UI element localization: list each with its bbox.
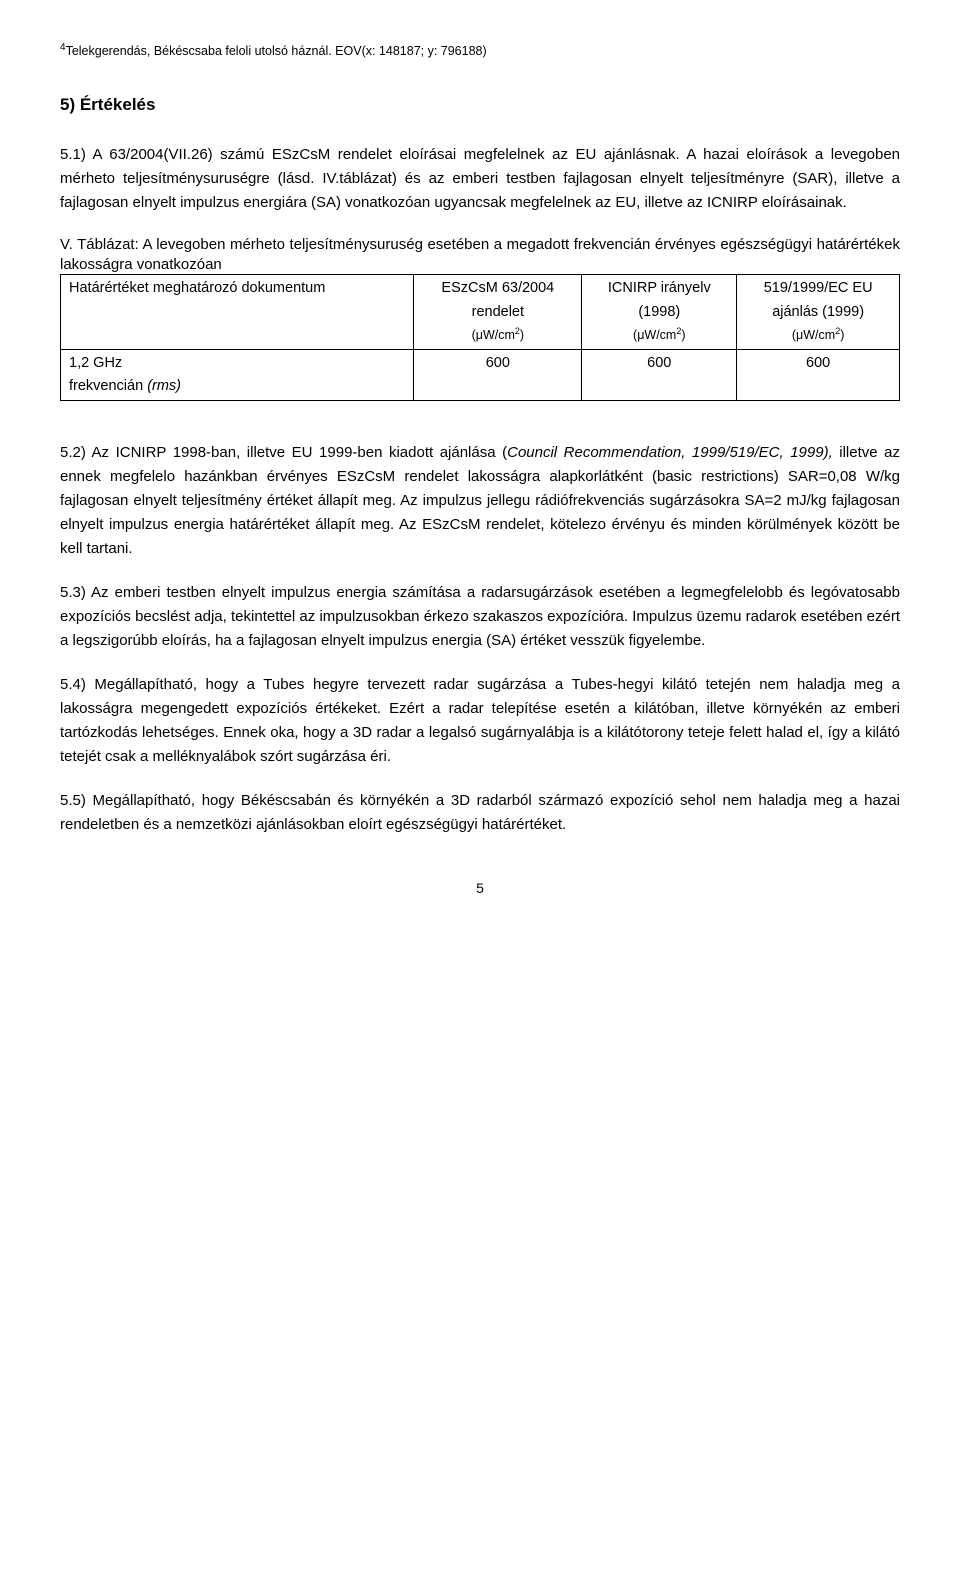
table-header-row: Határértéket meghatározó dokumentum ESzC…	[61, 275, 900, 350]
limits-table: Határértéket meghatározó dokumentum ESzC…	[60, 274, 900, 401]
value-icnirp: 600	[582, 350, 737, 401]
table-caption: V. Táblázat: A levegoben mérheto teljesí…	[60, 235, 900, 274]
paragraph-5-3: 5.3) Az emberi testben elnyelt impulzus …	[60, 581, 900, 653]
paragraph-5-5: 5.5) Megállapítható, hogy Békéscsabán és…	[60, 789, 900, 837]
footnote-line: 4Telekgerendás, Békéscsaba feloli utolsó…	[60, 40, 900, 61]
footnote-text: Telekgerendás, Békéscsaba feloli utolsó …	[66, 44, 487, 58]
value-eszcsm: 600	[414, 350, 582, 401]
col-header-eu: 519/1999/EC EU ajánlás (1999) (μW/cm2)	[737, 275, 900, 350]
paragraph-5-2: 5.2) Az ICNIRP 1998-ban, illetve EU 1999…	[60, 441, 900, 561]
page-number: 5	[60, 877, 900, 899]
paragraph-5-1: 5.1) A 63/2004(VII.26) számú ESzCsM rend…	[60, 143, 900, 215]
table-data-row: 1,2 GHz frekvencián (rms) 600 600 600	[61, 350, 900, 401]
paragraph-5-4: 5.4) Megállapítható, hogy a Tubes hegyre…	[60, 673, 900, 769]
col-header-eszcsm: ESzCsM 63/2004 rendelet (μW/cm2)	[414, 275, 582, 350]
value-eu: 600	[737, 350, 900, 401]
section-title: 5) Értékelés	[60, 91, 900, 118]
row-label-cell: 1,2 GHz frekvencián (rms)	[61, 350, 414, 401]
col-header-icnirp: ICNIRP irányelv (1998) (μW/cm2)	[582, 275, 737, 350]
row-header-label-cell: Határértéket meghatározó dokumentum	[61, 275, 414, 350]
